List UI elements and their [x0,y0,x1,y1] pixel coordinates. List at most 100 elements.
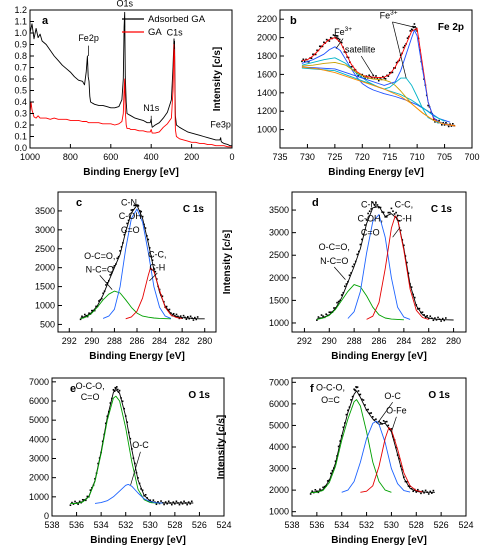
data-point [121,400,124,403]
data-point [401,468,404,471]
panel-d: 292 290 288 286 284 282 280 1000 1500 2000 2500 300… [222,191,467,362]
y-tick-label: 1200 [257,106,277,116]
data-point [375,418,377,421]
series-o-c-o-c-o [70,395,163,504]
data-point [126,421,129,424]
data-point [157,501,159,503]
annotation-leader [149,272,158,282]
y-tick-label: 6000 [269,399,289,409]
peak-annotation: O-Fe [386,405,407,415]
x-axis-label: Binding Energy [eV] [90,535,186,546]
data-point [452,123,454,125]
data-point [420,492,422,495]
data-point [364,77,366,80]
annotation-leader [335,38,344,49]
x-tick-label: 536 [309,520,324,530]
y-tick-label: 1000 [269,318,289,328]
data-point [155,503,158,506]
series-c-n-c-oh-c-o [347,214,411,320]
peak-annotation: N-C=O [320,256,348,266]
y-tick-label: 2000 [29,473,49,483]
x-tick-label: 280 [197,336,212,346]
series-envelope [80,204,205,320]
x-tick-label: 0 [229,152,234,162]
y-tick-label: 6000 [29,396,49,406]
data-point [424,489,427,492]
data-point [330,311,332,314]
data-point [97,462,99,465]
panel-letter: a [42,15,49,27]
data-point [409,30,412,32]
data-point [368,412,371,415]
x-tick-label: 538 [44,520,59,530]
series-c-c-c-h [366,215,429,320]
data-point [338,38,341,41]
y-tick-label: 1600 [257,69,277,79]
data-point [326,480,329,482]
data-point [109,274,111,276]
y-axis-label: Intensity [c/s] [222,230,233,294]
data-point [175,313,178,316]
data-point [394,67,396,69]
x-tick-label: 528 [167,520,182,530]
data-point [190,500,193,503]
data-point [423,314,425,316]
series-o-c [94,483,163,504]
x-tick-label: 292 [62,336,77,346]
data-point [426,315,428,317]
x-tick-label: 292 [297,336,312,346]
data-point [322,315,324,317]
data-point [105,284,107,286]
data-point [393,213,396,215]
data-point [320,314,323,316]
data-point [376,77,379,80]
annotation-leader [392,21,407,79]
data-point [98,300,100,302]
panel-letter: c [76,197,82,209]
y-tick-label: 2000 [269,273,289,283]
series-o-c-o-n-c-o [316,284,404,321]
data-point [353,69,355,71]
data-point [417,308,419,310]
peak-annotation: C-OH, [358,213,384,223]
data-point [186,503,188,506]
data-point [187,501,190,503]
x-tick-label: 288 [107,336,122,346]
data-point [86,315,89,318]
data-point [321,45,324,48]
data-point [421,311,424,314]
plot-frame [51,377,225,517]
data-point [302,58,305,61]
annotation-superscript: 3+ [390,9,398,16]
panel-c: 292 290 288 286 284 282 280 500 1000 1500 2000 2500… [35,191,217,362]
data-point [427,493,430,495]
data-point [418,307,421,310]
data-point [342,426,345,429]
x-tick-label: 288 [347,336,362,346]
panel-letter: e [70,383,76,395]
data-point [445,317,447,319]
series-envelope [301,27,456,127]
data-point [112,266,114,269]
data-point [185,318,188,321]
data-point [373,76,376,79]
data-point [365,219,368,221]
data-point [312,53,314,56]
data-point [424,316,427,319]
data-point [423,491,425,494]
y-tick-label: 500 [40,319,55,329]
data-point [429,490,432,493]
data-point [350,272,352,274]
data-point [71,501,73,504]
data-point [406,480,408,483]
x-tick-label: 526 [434,520,449,530]
y-tick-label: 1000 [29,492,49,502]
peak-annotation: O-C [384,391,401,401]
y-tick-label: 3000 [35,225,55,235]
annotation-superscript: 3+ [345,26,353,33]
series-c-c-c-h [125,267,183,320]
series-o-c-o-o-c [310,399,392,494]
data-point [432,118,435,121]
y-tick-label: 0.6 [14,74,27,84]
y-tick-label: 1800 [257,51,277,61]
